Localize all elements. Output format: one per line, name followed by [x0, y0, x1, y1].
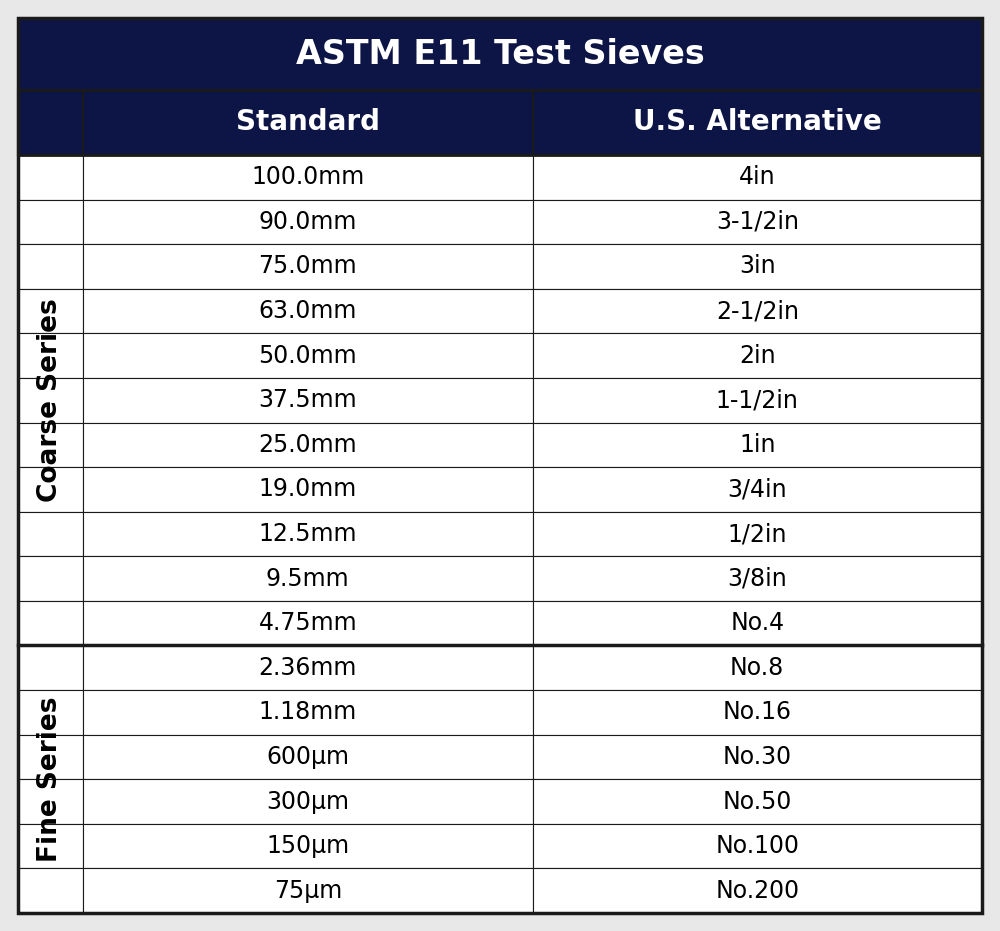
- Bar: [532, 869, 982, 913]
- Text: 1.18mm: 1.18mm: [259, 700, 357, 724]
- Bar: [18, 467, 83, 512]
- Text: 19.0mm: 19.0mm: [259, 478, 357, 502]
- Text: Coarse Series: Coarse Series: [37, 298, 64, 502]
- Bar: [18, 378, 83, 423]
- Text: 600μm: 600μm: [266, 745, 349, 769]
- Text: 4.75mm: 4.75mm: [258, 611, 357, 635]
- Text: 3/8in: 3/8in: [727, 567, 787, 590]
- Bar: [18, 557, 83, 600]
- Bar: [18, 90, 83, 155]
- Bar: [18, 289, 83, 333]
- Text: 50.0mm: 50.0mm: [258, 344, 357, 368]
- Text: 2.36mm: 2.36mm: [259, 655, 357, 680]
- Text: 1in: 1in: [739, 433, 776, 457]
- Bar: [18, 423, 83, 467]
- Bar: [83, 289, 532, 333]
- Bar: [18, 244, 83, 289]
- Text: 75.0mm: 75.0mm: [258, 254, 357, 278]
- Bar: [83, 333, 532, 378]
- Text: Standard: Standard: [236, 109, 380, 137]
- Bar: [83, 690, 532, 735]
- Bar: [83, 244, 532, 289]
- Bar: [83, 824, 532, 869]
- Bar: [532, 512, 982, 557]
- Bar: [532, 244, 982, 289]
- Text: U.S. Alternative: U.S. Alternative: [633, 109, 882, 137]
- Bar: [83, 869, 532, 913]
- Bar: [83, 155, 532, 199]
- Text: 3in: 3in: [739, 254, 776, 278]
- Bar: [532, 824, 982, 869]
- Bar: [83, 90, 532, 155]
- Bar: [532, 690, 982, 735]
- Bar: [18, 824, 83, 869]
- Bar: [83, 423, 532, 467]
- Bar: [532, 557, 982, 600]
- Text: 4in: 4in: [739, 166, 776, 189]
- Text: No.16: No.16: [723, 700, 792, 724]
- Text: 25.0mm: 25.0mm: [258, 433, 357, 457]
- Text: 3-1/2in: 3-1/2in: [716, 209, 799, 234]
- Bar: [83, 512, 532, 557]
- Text: 37.5mm: 37.5mm: [258, 388, 357, 412]
- Text: 300μm: 300μm: [266, 789, 349, 814]
- Text: No.30: No.30: [723, 745, 792, 769]
- Bar: [532, 90, 982, 155]
- Text: Fine Series: Fine Series: [37, 696, 64, 862]
- Text: 9.5mm: 9.5mm: [266, 567, 350, 590]
- Text: No.200: No.200: [715, 879, 799, 903]
- Bar: [532, 779, 982, 824]
- Text: 12.5mm: 12.5mm: [258, 522, 357, 546]
- Bar: [532, 333, 982, 378]
- Text: 100.0mm: 100.0mm: [251, 166, 364, 189]
- Bar: [18, 735, 83, 779]
- Text: 75μm: 75μm: [274, 879, 342, 903]
- Bar: [18, 779, 83, 824]
- Text: 2-1/2in: 2-1/2in: [716, 299, 799, 323]
- Bar: [83, 199, 532, 244]
- Bar: [18, 645, 83, 690]
- Bar: [532, 423, 982, 467]
- Text: 1-1/2in: 1-1/2in: [716, 388, 799, 412]
- Bar: [18, 869, 83, 913]
- Bar: [83, 735, 532, 779]
- Bar: [18, 333, 83, 378]
- Bar: [532, 467, 982, 512]
- Bar: [83, 557, 532, 600]
- Bar: [18, 18, 982, 90]
- Text: No.100: No.100: [715, 834, 799, 858]
- Bar: [532, 155, 982, 199]
- Text: 90.0mm: 90.0mm: [259, 209, 357, 234]
- Bar: [532, 600, 982, 645]
- Text: No.4: No.4: [730, 611, 784, 635]
- Text: No.8: No.8: [730, 655, 784, 680]
- Bar: [18, 690, 83, 735]
- Bar: [532, 378, 982, 423]
- Bar: [83, 645, 532, 690]
- Text: 1/2in: 1/2in: [728, 522, 787, 546]
- Bar: [83, 467, 532, 512]
- Text: 63.0mm: 63.0mm: [259, 299, 357, 323]
- Text: 2in: 2in: [739, 344, 776, 368]
- Bar: [83, 378, 532, 423]
- Bar: [83, 600, 532, 645]
- Bar: [18, 155, 83, 199]
- Bar: [532, 289, 982, 333]
- Bar: [532, 199, 982, 244]
- Text: No.50: No.50: [723, 789, 792, 814]
- Bar: [18, 199, 83, 244]
- Bar: [532, 645, 982, 690]
- Bar: [18, 600, 83, 645]
- Text: 3/4in: 3/4in: [727, 478, 787, 502]
- Text: 150μm: 150μm: [266, 834, 349, 858]
- Bar: [83, 779, 532, 824]
- Bar: [18, 512, 83, 557]
- Bar: [532, 735, 982, 779]
- Text: ASTM E11 Test Sieves: ASTM E11 Test Sieves: [296, 37, 704, 71]
